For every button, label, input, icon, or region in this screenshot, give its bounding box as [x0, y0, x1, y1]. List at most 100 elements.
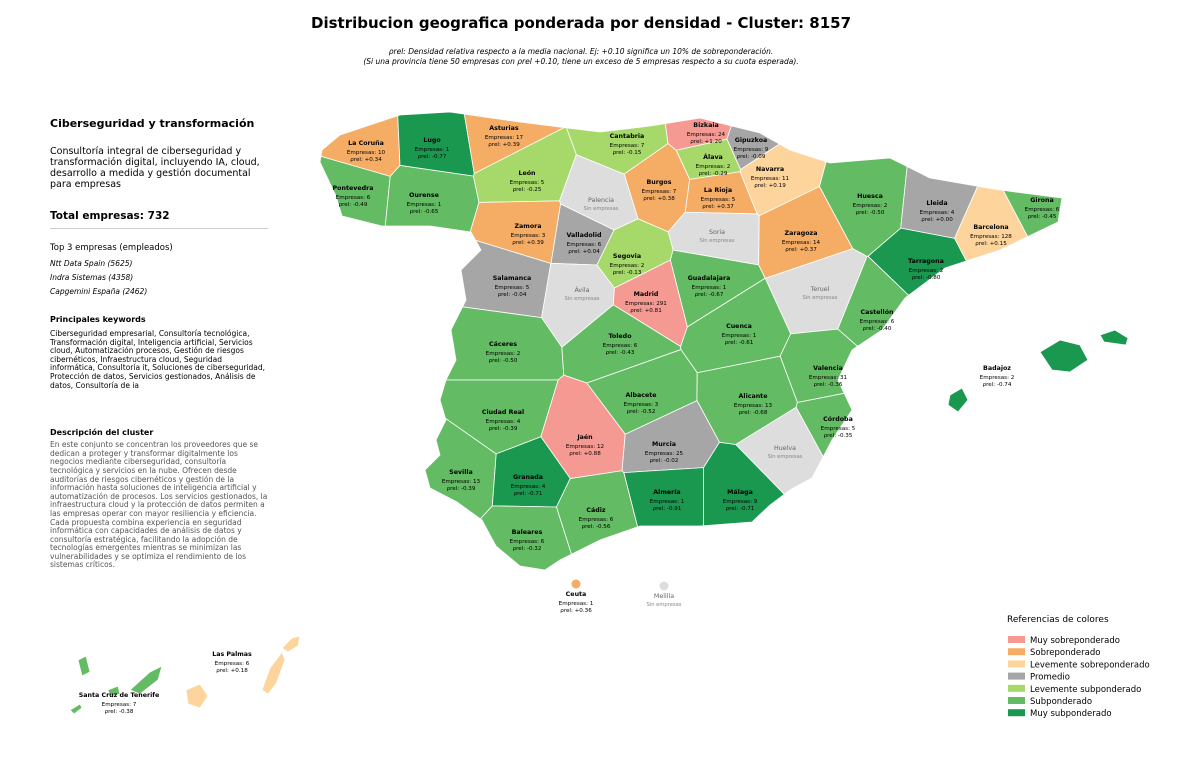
empresas-prefix: Empresas: — [734, 147, 763, 153]
rho-prefix: ρrel: — [912, 275, 925, 281]
empresas-value: 10 — [378, 150, 386, 156]
rho-label: ρrel: +0.37 — [785, 247, 817, 253]
empresas-label: Empresas: 2 — [980, 375, 1015, 381]
rho-label: ρrel: +0.34 — [350, 157, 382, 163]
empresas-prefix: Empresas: — [495, 285, 524, 291]
empresas-label: Empresas: 6 — [336, 195, 371, 201]
empresas-value: 4 — [517, 419, 521, 425]
empresas-value: 24 — [718, 132, 726, 138]
province — [779, 328, 859, 403]
rho-label: ρrel: +1.20 — [690, 139, 722, 145]
province-name: Tarragona — [908, 258, 944, 265]
province — [954, 185, 1029, 262]
empresas-label: Empresas: 13 — [734, 403, 773, 409]
rho-prefix: ρrel: — [489, 358, 502, 364]
province-shapes — [69, 111, 1129, 715]
rho-prefix: ρrel: — [569, 451, 582, 457]
rho-prefix: ρrel: — [627, 409, 640, 415]
empresas-label: Empresas: 7 — [642, 189, 677, 195]
rho-value: -0.74 — [997, 382, 1012, 388]
empresas-prefix: Empresas: — [510, 180, 539, 186]
legend-label: Levemente subponderado — [1030, 685, 1141, 695]
empresas-label: Empresas: 5 — [510, 180, 545, 186]
empresas-value: 9 — [754, 499, 758, 505]
rho-value: -0.50 — [503, 358, 518, 364]
top-item: Indra Sistemas (4358) — [50, 273, 134, 282]
province — [837, 255, 910, 347]
rho-label: ρrel: -0.67 — [695, 292, 724, 298]
empresas-prefix: Empresas: — [559, 601, 588, 607]
rho-label: ρrel: -0.35 — [824, 433, 853, 439]
empresas-value: 4 — [951, 210, 955, 216]
empresas-label: Empresas: 6 — [510, 539, 545, 545]
rho-value: -0.65 — [424, 209, 439, 215]
rho-value: +0.88 — [584, 451, 602, 457]
rho-label: ρrel: -0.39 — [489, 426, 518, 432]
province — [472, 127, 577, 203]
empresas-prefix: Empresas: — [782, 240, 811, 246]
empresas-value: 7 — [673, 189, 677, 195]
empresas-label: Empresas: 5 — [821, 426, 856, 432]
legend-label: Subponderado — [1030, 697, 1092, 707]
empresas-value: 2 — [1011, 375, 1015, 381]
empresas-label: Empresas: 4 — [511, 484, 546, 490]
rho-label: ρrel: -0.43 — [606, 350, 635, 356]
rho-value: -0.29 — [713, 171, 728, 177]
province — [281, 635, 301, 653]
title: Distribucion geografica ponderada por de… — [311, 14, 851, 32]
no-data-label: Sin empresas — [646, 602, 681, 608]
rho-prefix: ρrel: — [216, 668, 229, 674]
legend-label: Levemente sobreponderado — [1030, 660, 1150, 670]
empresas-prefix: Empresas: — [603, 343, 632, 349]
empresas-label: Empresas: 6 — [215, 661, 250, 667]
rho-label: ρrel: -0.25 — [513, 187, 542, 193]
province-name: Melilla — [654, 593, 674, 600]
rho-prefix: ρrel: — [514, 491, 527, 497]
rho-prefix: ρrel: — [512, 240, 525, 246]
rho-prefix: ρrel: — [489, 426, 502, 432]
empresas-label: Empresas: 1 — [415, 147, 450, 153]
empresas-prefix: Empresas: — [645, 451, 674, 457]
info-panel: Ciberseguridad y transformación Consulto… — [50, 117, 268, 570]
rho-value: -0.71 — [528, 491, 543, 497]
province-name: León — [518, 169, 535, 177]
empresas-value: 1 — [753, 333, 757, 339]
rho-prefix: ρrel: — [863, 326, 876, 332]
rho-value: +0.39 — [527, 240, 545, 246]
rho-value: -0.04 — [512, 292, 527, 298]
rho-prefix: ρrel: — [582, 524, 595, 530]
rho-value: -0.39 — [461, 486, 476, 492]
province — [479, 505, 572, 571]
empresas-value: 1 — [723, 285, 727, 291]
province-name: Barcelona — [973, 224, 1008, 231]
rho-label: ρrel: -0.38 — [105, 709, 134, 715]
empresas-value: 1 — [438, 202, 442, 208]
province-name: Madrid — [634, 291, 659, 298]
description-title: Descripción del cluster — [50, 428, 154, 438]
empresas-label: Empresas: 9 — [734, 147, 769, 153]
province-name: Castellón — [860, 308, 893, 316]
province-name: Alicante — [739, 393, 768, 400]
empresas-label: Empresas: 6 — [860, 319, 895, 325]
empresas-label: Empresas: 2 — [696, 164, 731, 170]
province-name: Ceuta — [566, 591, 587, 598]
empresas-prefix: Empresas: — [734, 403, 763, 409]
rho-value: +0.19 — [769, 183, 787, 189]
empresas-label: Empresas: 14 — [782, 240, 821, 246]
empresas-prefix: Empresas: — [625, 301, 654, 307]
rho-value: +0.00 — [936, 217, 954, 223]
rho-label: ρrel: -0.61 — [725, 340, 754, 346]
rho-value: +0.04 — [583, 249, 601, 255]
rho-prefix: ρrel: — [824, 433, 837, 439]
empresas-prefix: Empresas: — [722, 333, 751, 339]
province-name: La Rioja — [704, 187, 732, 194]
rho-value: -0.77 — [432, 154, 447, 160]
empresas-label: Empresas: 6 — [1025, 207, 1060, 213]
rho-label: ρrel: +0.81 — [630, 308, 662, 314]
province-name: Segovia — [613, 253, 641, 260]
rho-label: ρrel: +0.38 — [643, 196, 675, 202]
rho-value: +0.38 — [658, 196, 676, 202]
empresas-value: 6 — [598, 242, 602, 248]
rho-value: +0.18 — [231, 668, 249, 674]
province-name: Murcia — [652, 441, 676, 448]
